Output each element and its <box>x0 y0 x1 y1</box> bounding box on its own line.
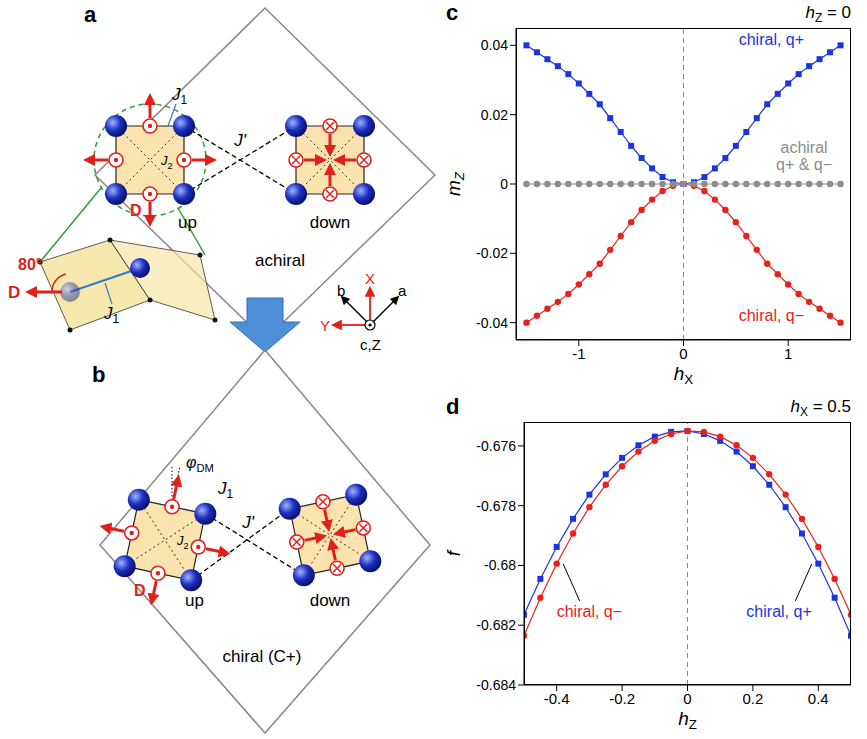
svg-text:mZ: mZ <box>443 171 467 196</box>
svg-text:-0.684: -0.684 <box>476 677 516 693</box>
svg-text:0.4: 0.4 <box>808 690 829 707</box>
svg-text:c: c <box>446 0 458 25</box>
svg-text:chiral, q+: chiral, q+ <box>739 31 804 48</box>
svg-text:0: 0 <box>683 690 691 707</box>
svg-text:0.2: 0.2 <box>742 690 763 707</box>
svg-text:-0.68: -0.68 <box>484 557 516 573</box>
svg-text:J1: J1 <box>217 479 234 501</box>
svg-text:down: down <box>310 591 351 610</box>
svg-text:chiral, q+: chiral, q+ <box>746 603 811 620</box>
svg-text:0.04: 0.04 <box>481 37 508 53</box>
svg-text:J': J' <box>233 131 247 150</box>
svg-text:up: up <box>178 213 197 232</box>
svg-text:hX = 0.5: hX = 0.5 <box>791 397 851 419</box>
svg-text:-0.2: -0.2 <box>609 690 635 707</box>
svg-text:b: b <box>92 362 105 387</box>
svg-text:b: b <box>337 282 345 299</box>
svg-text:hZ: hZ <box>678 708 697 732</box>
svg-text:Y: Y <box>320 317 330 334</box>
svg-text:-1: -1 <box>572 345 585 362</box>
svg-text:d: d <box>446 394 459 419</box>
svg-text:φDM: φDM <box>186 454 214 474</box>
svg-text:achiral: achiral <box>255 251 305 270</box>
svg-text:J': J' <box>241 513 255 532</box>
svg-text:0.02: 0.02 <box>481 107 508 123</box>
svg-text:f: f <box>443 549 464 556</box>
svg-text:up: up <box>185 591 204 610</box>
svg-text:-0.4: -0.4 <box>544 690 570 707</box>
svg-text:down: down <box>310 213 351 232</box>
svg-text:D: D <box>8 283 20 302</box>
svg-text:J1: J1 <box>171 85 188 107</box>
svg-text:achiral: achiral <box>781 139 828 156</box>
svg-text:q+ & q−: q+ & q− <box>776 156 832 173</box>
svg-text:-0.04: -0.04 <box>476 315 508 331</box>
svg-text:-0.676: -0.676 <box>476 438 516 454</box>
svg-text:chiral (C+): chiral (C+) <box>223 647 302 666</box>
svg-text:-0.678: -0.678 <box>476 498 516 514</box>
svg-text:1: 1 <box>784 345 792 362</box>
svg-text:J2: J2 <box>160 153 173 171</box>
svg-text:a: a <box>84 2 97 27</box>
svg-text:0: 0 <box>679 345 687 362</box>
svg-text:chiral, q−: chiral, q− <box>739 307 804 324</box>
svg-text:hZ = 0: hZ = 0 <box>805 3 851 25</box>
svg-text:-0.682: -0.682 <box>476 617 516 633</box>
svg-text:J1: J1 <box>103 304 120 326</box>
svg-text:D: D <box>130 202 142 219</box>
svg-text:J2: J2 <box>176 533 189 551</box>
svg-text:a: a <box>398 282 407 299</box>
svg-text:D: D <box>134 582 146 599</box>
svg-text:hX: hX <box>674 363 694 387</box>
svg-text:0: 0 <box>500 176 508 192</box>
svg-text:c,Z: c,Z <box>360 336 381 353</box>
svg-text:80°: 80° <box>18 256 42 273</box>
svg-text:-0.02: -0.02 <box>476 245 508 261</box>
svg-text:X: X <box>365 270 375 287</box>
svg-text:chiral, q−: chiral, q− <box>557 603 622 620</box>
